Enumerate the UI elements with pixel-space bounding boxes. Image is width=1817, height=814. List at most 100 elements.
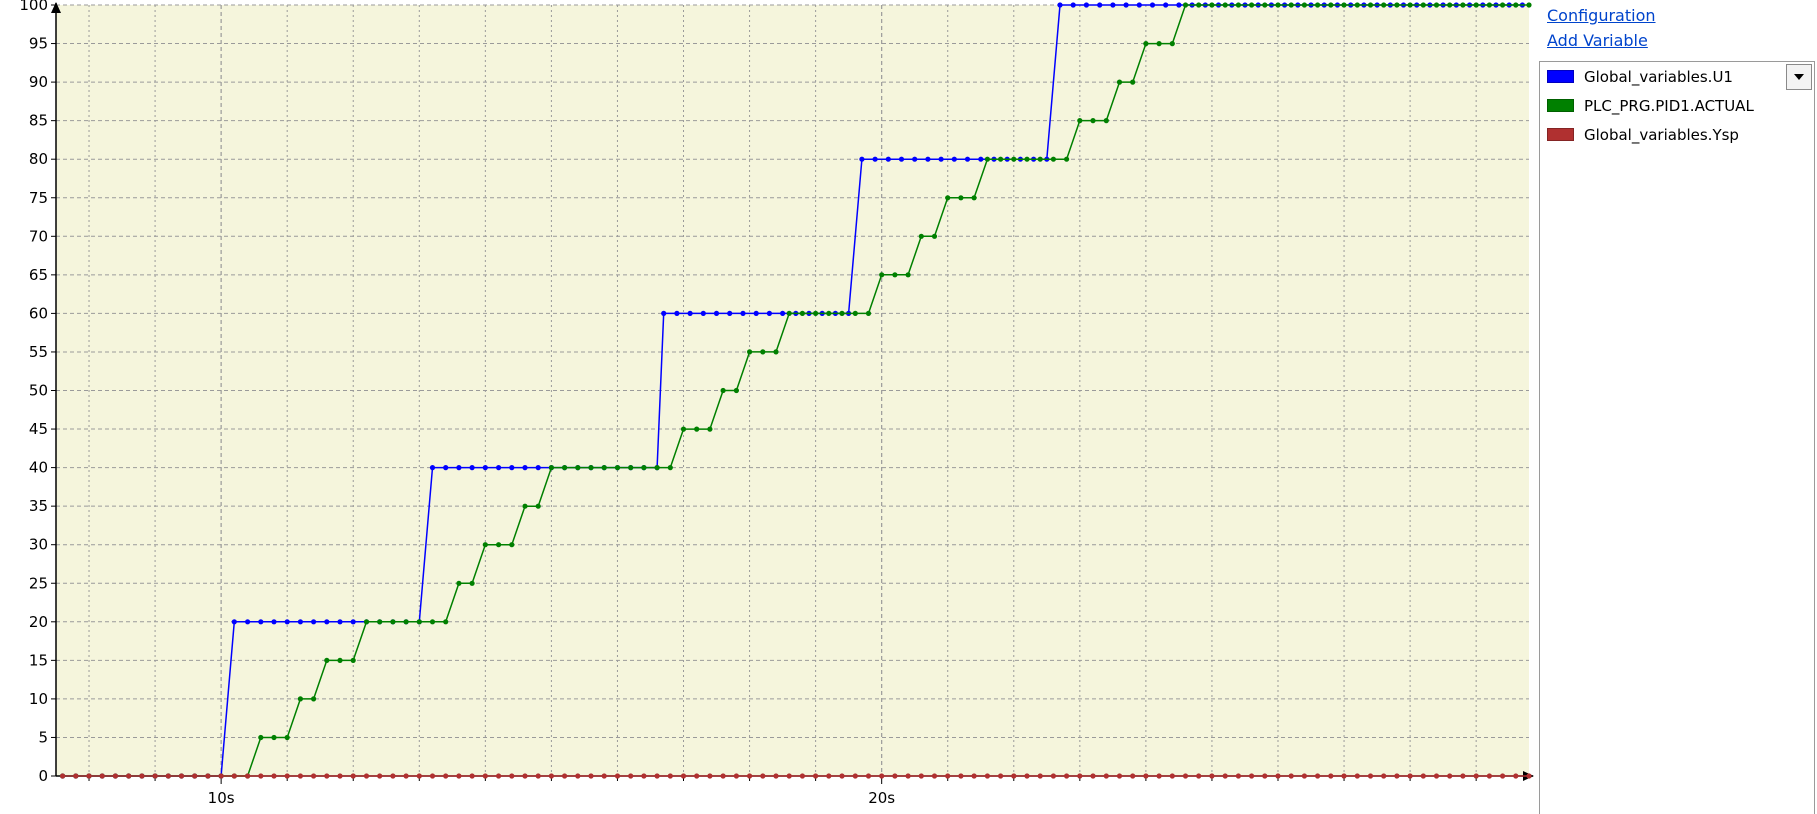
data-point: [1354, 2, 1360, 8]
data-point: [1116, 773, 1123, 779]
data-point: [1288, 2, 1294, 8]
data-point: [1354, 773, 1360, 779]
data-point: [588, 773, 594, 779]
data-point: [324, 657, 330, 664]
data-point: [667, 465, 673, 471]
data-point: [931, 233, 938, 239]
data-point: [522, 465, 528, 471]
data-point: [1090, 773, 1096, 779]
data-point: [443, 465, 449, 471]
data-point: [311, 696, 317, 702]
data-point: [694, 773, 700, 779]
data-point: [443, 773, 449, 779]
data-point: [1301, 2, 1307, 8]
data-point: [918, 773, 924, 779]
y-tick-label: 90: [29, 73, 48, 91]
data-point: [1381, 773, 1387, 779]
variable-row-ysp[interactable]: Global_variables.Ysp: [1540, 120, 1814, 149]
data-point: [284, 773, 290, 779]
data-point: [1381, 2, 1387, 8]
data-point: [178, 773, 185, 779]
data-point: [1097, 2, 1103, 8]
data-point: [998, 773, 1004, 779]
data-point: [680, 773, 687, 779]
data-point: [1367, 2, 1374, 8]
data-point: [284, 619, 290, 625]
data-point: [1143, 773, 1149, 779]
data-point: [548, 465, 555, 471]
data-point: [245, 619, 251, 625]
data-point: [799, 310, 806, 316]
data-point: [766, 310, 773, 316]
data-point: [1209, 773, 1215, 779]
data-point: [509, 773, 515, 779]
trace-chart[interactable]: 0 5 10 15 20 25 30 35 40 45 50 55 60 65 70 75 80 85 90 95 10…: [0, 0, 1537, 813]
data-point: [363, 619, 370, 625]
data-point: [1513, 773, 1519, 779]
data-point: [1110, 2, 1116, 8]
y-tick-label: 80: [29, 150, 48, 168]
data-point: [429, 465, 436, 471]
data-point: [350, 619, 356, 625]
data-point: [958, 195, 964, 201]
data-point: [1486, 2, 1492, 8]
variable-dropdown-button[interactable]: [1786, 64, 1812, 90]
data-point: [905, 773, 911, 779]
variable-row-u1[interactable]: Global_variables.U1: [1540, 62, 1814, 91]
data-point: [1163, 2, 1169, 8]
data-point: [747, 349, 753, 355]
data-point: [456, 465, 462, 471]
data-point: [1394, 773, 1400, 779]
data-point: [720, 387, 726, 394]
configuration-link[interactable]: Configuration: [1547, 6, 1656, 25]
data-point: [1182, 2, 1189, 8]
data-point: [1500, 773, 1506, 779]
data-point: [1341, 773, 1347, 779]
data-point: [945, 773, 951, 779]
data-point: [575, 773, 581, 779]
data-point: [707, 773, 713, 779]
data-point: [1420, 2, 1426, 8]
data-point: [760, 349, 766, 355]
data-point: [337, 657, 343, 664]
data-point: [284, 734, 290, 741]
data-point: [231, 773, 237, 779]
data-point: [271, 734, 277, 741]
data-point: [1407, 773, 1413, 779]
variable-name: PLC_PRG.PID1.ACTUAL: [1584, 96, 1754, 115]
data-point: [429, 619, 436, 625]
data-point: [337, 619, 343, 625]
series-2: [60, 773, 1532, 779]
data-point: [443, 619, 449, 625]
data-point: [839, 310, 845, 316]
data-point: [205, 773, 211, 779]
data-point: [1116, 79, 1123, 85]
data-point: [1070, 2, 1076, 8]
data-point: [1275, 773, 1281, 779]
data-point: [892, 272, 898, 278]
data-point: [1149, 2, 1156, 8]
variable-color-swatch: [1547, 70, 1574, 83]
variable-row-actual[interactable]: PLC_PRG.PID1.ACTUAL: [1540, 91, 1814, 120]
data-point: [601, 773, 607, 779]
data-point: [984, 156, 991, 162]
add-variable-link[interactable]: Add Variable: [1547, 31, 1648, 50]
data-point: [575, 465, 581, 471]
data-point: [786, 773, 792, 779]
data-point: [971, 773, 977, 779]
data-point: [1169, 41, 1175, 47]
x-tick-label: 20s: [868, 789, 895, 807]
data-point: [416, 619, 422, 625]
data-point: [1420, 773, 1426, 779]
data-point: [826, 310, 832, 316]
data-point: [258, 773, 264, 779]
data-point: [628, 773, 634, 779]
data-point: [1050, 156, 1056, 162]
trace-plot-svg[interactable]: 0 5 10 15 20 25 30 35 40 45 50 55 60 65 70 75 80 85 90 95 10…: [0, 0, 1537, 813]
y-tick-label: 55: [29, 343, 48, 361]
data-point: [826, 773, 832, 779]
data-point: [601, 465, 607, 471]
data-point: [496, 542, 502, 548]
data-point: [311, 619, 317, 625]
data-point: [1433, 2, 1440, 8]
